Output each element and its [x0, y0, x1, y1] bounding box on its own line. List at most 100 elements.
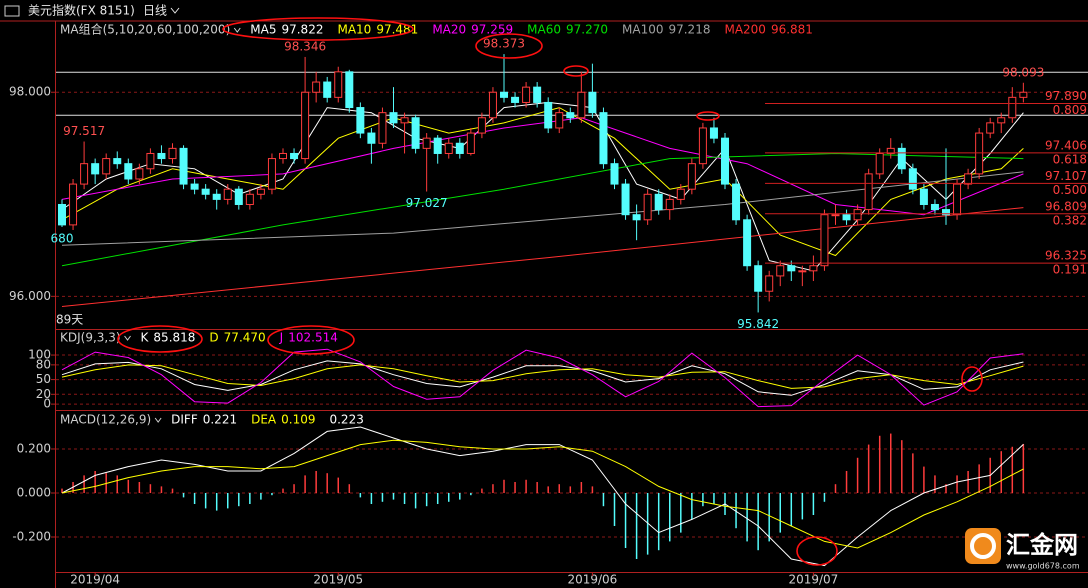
legend-label: K: [141, 331, 150, 345]
indicator-line: [61, 364, 1024, 389]
legend-label: MA60: [527, 23, 561, 37]
legend-value: 97.270: [566, 23, 608, 37]
candle-body: [279, 152, 287, 160]
indicator-line: [61, 426, 1024, 567]
candle-body: [698, 127, 707, 165]
legend-value: 97.218: [668, 23, 710, 37]
legend-dropdown-arrow: [154, 417, 162, 423]
candle-body: [223, 188, 232, 200]
candle-body: [234, 188, 243, 205]
candle-body: [1019, 91, 1028, 98]
legend-title: MA组合(5,10,20,60,100,200): [60, 22, 230, 37]
price-annotation: 98.093: [1002, 65, 1044, 79]
fib-ratio-label: 0.191: [1053, 263, 1087, 277]
fib-price-label: 97.107: [1045, 169, 1087, 183]
indicator-line: [61, 171, 1024, 246]
candle-body: [721, 137, 729, 185]
period-dropdown-arrow[interactable]: [170, 7, 180, 14]
candle-body: [930, 203, 939, 211]
annotation-circle: [696, 111, 720, 121]
candle-body: [621, 183, 630, 216]
candle-body: [422, 137, 431, 149]
candle-body: [555, 112, 564, 129]
fib-price-label: 97.890: [1045, 89, 1087, 103]
candle-body: [168, 147, 177, 160]
legend-value: 97.822: [281, 23, 323, 37]
candle-body: [588, 91, 597, 114]
candle-body: [301, 91, 310, 160]
candle-body: [455, 142, 464, 154]
y-tick-label: 98.000: [9, 85, 51, 99]
candle-body: [864, 173, 873, 211]
candle-body: [687, 163, 696, 190]
candle-body: [665, 198, 674, 211]
candle-body: [798, 270, 807, 273]
legend-label: DEA: [251, 413, 277, 427]
candle-body: [942, 209, 950, 216]
instrument-title: 美元指数(FX 8151): [28, 3, 135, 18]
legend-value: 0.223: [329, 413, 363, 427]
candle-body: [831, 214, 840, 217]
candle-body: [676, 188, 685, 200]
candle-body: [743, 219, 752, 267]
indicator-line: [61, 152, 1024, 267]
candle-body: [245, 193, 254, 205]
candle-body: [267, 158, 276, 190]
candle-body: [433, 137, 442, 154]
annotation-circle: [475, 33, 543, 59]
legend-label: DIFF: [171, 413, 198, 427]
y-tick-label: 0.200: [17, 441, 51, 455]
annotation-circle: [267, 325, 355, 355]
period-selector[interactable]: 日线: [143, 4, 167, 18]
candle-body: [113, 158, 122, 165]
candle-body: [522, 86, 531, 103]
logo-mark: [970, 533, 996, 559]
candle-body: [643, 193, 652, 221]
candle-body: [157, 152, 166, 160]
legend-value: 0.109: [281, 413, 315, 427]
candle-body: [566, 112, 575, 119]
legend-dropdown-arrow: [233, 27, 241, 33]
candle-body: [58, 203, 66, 226]
candle-body: [577, 91, 586, 119]
legend-dropdown-arrow: [124, 335, 131, 341]
y-tick-label: 0.000: [17, 485, 51, 499]
candle-body: [732, 183, 741, 221]
y-tick-label: 100: [28, 348, 51, 362]
y-tick-label: 50: [36, 372, 51, 386]
candle-body: [477, 117, 486, 134]
candle-body: [897, 147, 906, 170]
window-icon: [4, 5, 20, 17]
candle-body: [290, 152, 299, 160]
candle-body: [312, 81, 321, 93]
y-tick-label: 96.000: [9, 289, 51, 303]
candle-body: [787, 265, 796, 272]
legend-label: MA200: [724, 23, 765, 37]
indicator-line: [61, 207, 1024, 307]
legend-label: J: [279, 331, 284, 345]
legend-value: 96.881: [771, 23, 813, 37]
x-tick-label: 2019/05: [313, 573, 363, 587]
fib-ratio-label: 0.809: [1053, 103, 1087, 117]
candle-body: [323, 81, 332, 98]
x-tick-label: 2019/07: [788, 573, 838, 587]
candle-body: [544, 101, 553, 129]
legend-value: 102.514: [288, 331, 338, 345]
hand-annotations: [117, 17, 983, 566]
candle-body: [411, 117, 420, 149]
indicator-line: [61, 360, 1024, 396]
candle-body: [875, 152, 884, 175]
candle-body: [124, 163, 133, 180]
candle-body: [345, 71, 354, 109]
candle-body: [776, 265, 785, 277]
candle-body: [190, 183, 199, 190]
candle-body: [1008, 96, 1017, 119]
candle-body: [212, 193, 221, 200]
legend-label: MA100: [622, 23, 663, 37]
candle-body: [102, 158, 111, 175]
candle-body: [975, 132, 984, 175]
candle-body: [334, 71, 343, 98]
x-tick-label: 2019/04: [70, 573, 120, 587]
